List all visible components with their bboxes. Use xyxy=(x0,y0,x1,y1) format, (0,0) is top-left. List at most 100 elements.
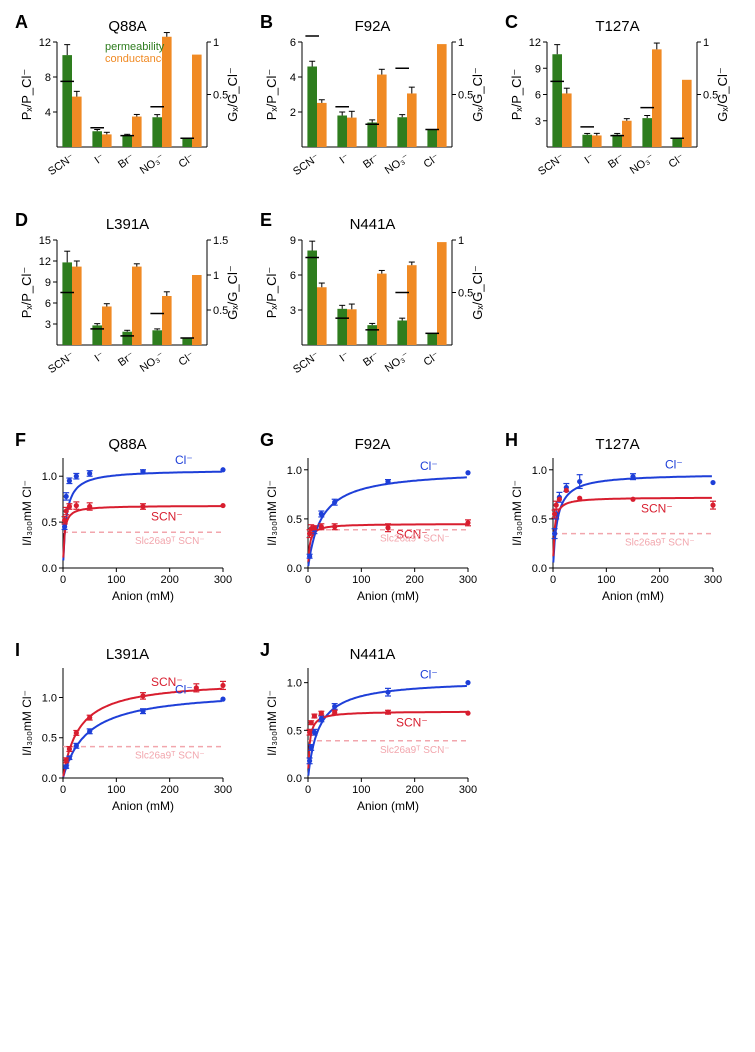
svg-text:200: 200 xyxy=(160,784,178,796)
svg-text:9: 9 xyxy=(535,63,541,75)
svg-text:1: 1 xyxy=(703,37,709,49)
svg-text:Cl⁻: Cl⁻ xyxy=(422,350,442,369)
perm-bar xyxy=(337,116,347,148)
svg-text:0.5: 0.5 xyxy=(532,514,547,526)
cond-bar xyxy=(407,93,417,147)
curve-panel-F: FQ88A01002003000.00.51.0Cl⁻SCN⁻Slc26a9ᵀ … xyxy=(15,430,240,605)
svg-text:I/I₃₀₀mM Cl⁻: I/I₃₀₀mM Cl⁻ xyxy=(510,480,524,546)
svg-text:1: 1 xyxy=(458,235,464,247)
cl-curve xyxy=(308,477,467,566)
svg-text:0.0: 0.0 xyxy=(287,773,302,785)
bar-chart-svg: 36912150.511.5SCN⁻I⁻Br⁻NO₃⁻Cl⁻Pₓ/P_Cl⁻Gₓ… xyxy=(15,210,240,380)
svg-text:NO₃⁻: NO₃⁻ xyxy=(383,152,412,177)
svg-text:200: 200 xyxy=(405,784,423,796)
svg-text:I⁻: I⁻ xyxy=(93,350,107,365)
svg-text:1.0: 1.0 xyxy=(532,465,547,477)
bar-chart-svg: 2460.51SCN⁻I⁻Br⁻NO₃⁻Cl⁻Pₓ/P_Cl⁻Gₓ/G_Cl⁻ xyxy=(260,12,485,182)
perm-bar xyxy=(62,262,72,345)
curve-chart-svg: 01002003000.00.51.0Cl⁻SCN⁻Slc26a9ᵀ SCN⁻I… xyxy=(260,640,485,815)
svg-text:Cl⁻: Cl⁻ xyxy=(175,453,193,467)
svg-text:0.5: 0.5 xyxy=(287,725,302,737)
perm-bar xyxy=(307,67,317,148)
svg-text:300: 300 xyxy=(214,574,232,586)
perm-bar xyxy=(92,131,102,147)
svg-text:Pₓ/P_Cl⁻: Pₓ/P_Cl⁻ xyxy=(19,267,34,319)
curve-panel-H: HT127A01002003000.00.51.0Cl⁻SCN⁻Slc26a9ᵀ… xyxy=(505,430,730,605)
svg-text:300: 300 xyxy=(214,784,232,796)
panel-title: Q88A xyxy=(15,436,240,453)
svg-text:6: 6 xyxy=(290,37,296,49)
perm-bar xyxy=(582,135,592,147)
svg-text:2: 2 xyxy=(290,107,296,119)
cond-bar xyxy=(132,117,142,147)
cl-curve xyxy=(553,476,712,562)
perm-bar xyxy=(367,325,377,345)
svg-text:Gₓ/G_Cl⁻: Gₓ/G_Cl⁻ xyxy=(715,67,730,121)
svg-text:12: 12 xyxy=(39,37,51,49)
svg-text:Pₓ/P_Cl⁻: Pₓ/P_Cl⁻ xyxy=(19,69,34,121)
svg-text:0: 0 xyxy=(305,574,311,586)
curve-chart-svg: 01002003000.00.51.0Cl⁻SCN⁻Slc26a9ᵀ SCN⁻I… xyxy=(15,640,240,815)
svg-text:300: 300 xyxy=(459,574,477,586)
svg-text:NO₃⁻: NO₃⁻ xyxy=(628,152,657,177)
svg-text:Cl⁻: Cl⁻ xyxy=(177,152,197,171)
svg-text:SCN⁻: SCN⁻ xyxy=(151,510,183,524)
svg-text:Anion (mM): Anion (mM) xyxy=(357,799,419,813)
svg-text:Anion (mM): Anion (mM) xyxy=(602,589,664,603)
svg-text:Br⁻: Br⁻ xyxy=(116,152,137,172)
cond-bar xyxy=(72,267,82,345)
svg-text:1.0: 1.0 xyxy=(287,678,302,690)
perm-bar xyxy=(397,117,407,147)
svg-text:0: 0 xyxy=(305,784,311,796)
svg-text:Br⁻: Br⁻ xyxy=(361,350,382,370)
svg-text:Anion (mM): Anion (mM) xyxy=(112,589,174,603)
svg-text:Anion (mM): Anion (mM) xyxy=(357,589,419,603)
svg-text:Gₓ/G_Cl⁻: Gₓ/G_Cl⁻ xyxy=(225,265,240,319)
svg-text:1: 1 xyxy=(213,37,219,49)
svg-text:0.0: 0.0 xyxy=(532,563,547,575)
svg-text:Cl⁻: Cl⁻ xyxy=(667,152,687,171)
bar-chart-svg: 369120.51SCN⁻I⁻Br⁻NO₃⁻Cl⁻Pₓ/P_Cl⁻Gₓ/G_Cl… xyxy=(505,12,730,182)
svg-text:NO₃⁻: NO₃⁻ xyxy=(138,152,167,177)
perm-bar xyxy=(122,332,132,345)
svg-text:SCN⁻: SCN⁻ xyxy=(291,152,322,179)
svg-text:200: 200 xyxy=(650,574,668,586)
svg-text:I⁻: I⁻ xyxy=(583,152,597,167)
perm-bar xyxy=(427,333,437,345)
svg-text:Br⁻: Br⁻ xyxy=(606,152,627,172)
svg-text:Slc26a9ᵀ SCN⁻: Slc26a9ᵀ SCN⁻ xyxy=(380,534,450,545)
svg-text:I⁻: I⁻ xyxy=(93,152,107,167)
perm-bar xyxy=(612,135,622,147)
svg-text:I/I₃₀₀mM Cl⁻: I/I₃₀₀mM Cl⁻ xyxy=(20,690,34,756)
perm-bar xyxy=(427,130,437,148)
cond-bar xyxy=(72,97,82,147)
cond-bar xyxy=(622,121,632,147)
svg-text:NO₃⁻: NO₃⁻ xyxy=(138,350,167,375)
svg-text:Cl⁻: Cl⁻ xyxy=(665,457,683,471)
svg-text:0: 0 xyxy=(60,574,66,586)
legend-perm: permeability xyxy=(105,41,165,53)
svg-text:0.5: 0.5 xyxy=(42,517,57,529)
perm-bar xyxy=(672,138,682,147)
svg-text:3: 3 xyxy=(535,116,541,128)
svg-text:1: 1 xyxy=(213,270,219,282)
svg-text:9: 9 xyxy=(45,277,51,289)
panel-title: T127A xyxy=(505,436,730,453)
svg-text:1.0: 1.0 xyxy=(42,471,57,483)
svg-text:SCN⁻: SCN⁻ xyxy=(46,152,77,179)
panel-title: Q88A xyxy=(15,18,240,35)
bar-panel-D: DL391A36912150.511.5SCN⁻I⁻Br⁻NO₃⁻Cl⁻Pₓ/P… xyxy=(15,210,240,380)
perm-bar xyxy=(152,117,162,147)
cond-bar xyxy=(437,242,447,345)
svg-text:Br⁻: Br⁻ xyxy=(116,350,137,370)
svg-text:100: 100 xyxy=(597,574,615,586)
perm-bar xyxy=(152,330,162,345)
perm-bar xyxy=(642,118,652,147)
svg-text:100: 100 xyxy=(107,784,125,796)
svg-text:0.0: 0.0 xyxy=(42,563,57,575)
cond-bar xyxy=(317,287,327,345)
perm-bar xyxy=(182,138,192,147)
svg-text:15: 15 xyxy=(39,235,51,247)
svg-text:Pₓ/P_Cl⁻: Pₓ/P_Cl⁻ xyxy=(509,69,524,121)
perm-bar xyxy=(182,338,192,345)
